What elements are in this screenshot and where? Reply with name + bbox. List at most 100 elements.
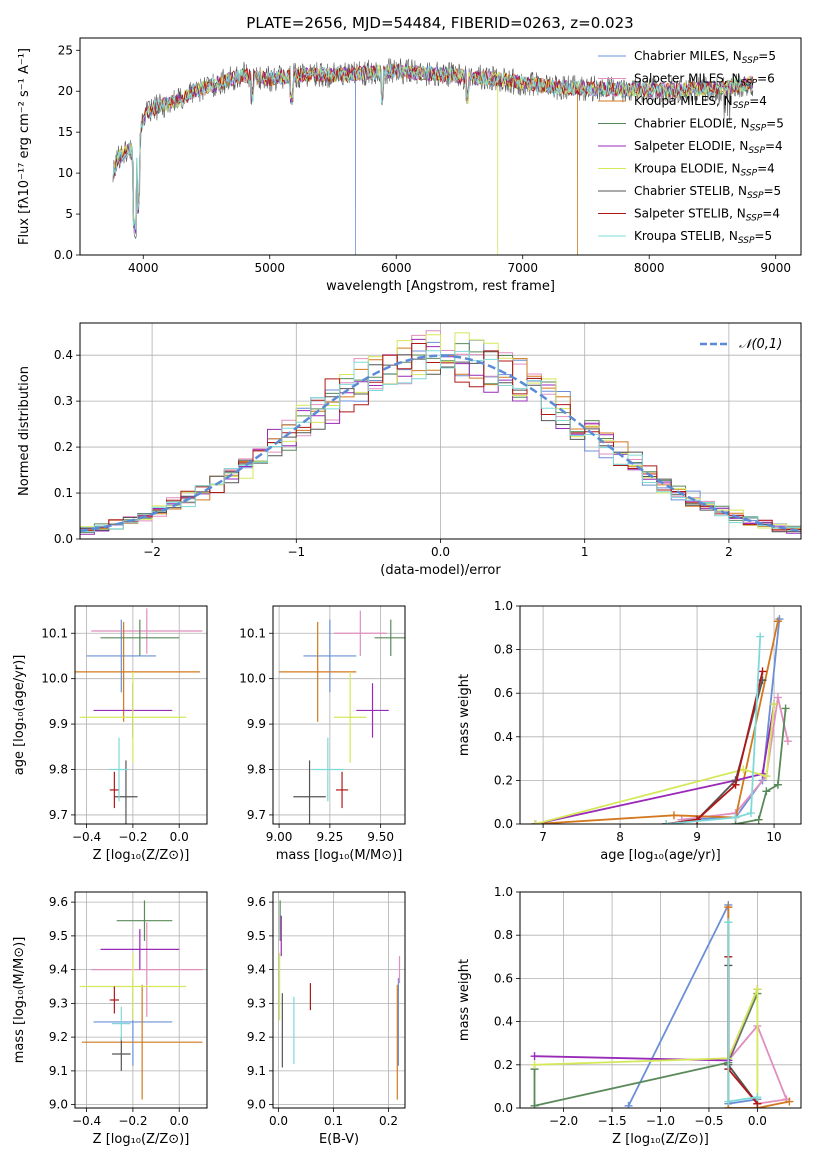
weight_vs_age-panel: 7 8 9 10 0.0 0.2 0.4 0.6 0.8 1.0 age [log₁₀(age/yr…	[457, 599, 802, 863]
normal-reference-curve	[80, 354, 801, 533]
weight-point	[731, 813, 740, 822]
legend-label: Kroupa ELODIE, NSSP=4	[634, 162, 775, 179]
legend-count: =5	[764, 184, 782, 198]
weight-point	[746, 809, 755, 818]
y-tick-label: 0.2	[54, 440, 73, 454]
x-tick-label: −0.2	[118, 830, 147, 844]
axes-frame	[74, 605, 208, 825]
age_vs_Z-plot-area	[75, 608, 203, 824]
y-tick-label: 9.4	[247, 963, 266, 977]
weight-point	[739, 765, 748, 774]
weight-point	[773, 693, 782, 702]
legend-count: =4	[757, 162, 775, 176]
legend-subscript: SSP	[748, 146, 765, 156]
y-tick-label: 9.8	[247, 763, 266, 777]
x-axis-label: Z [log₁₀(Z/Z⊙)]	[93, 1132, 190, 1147]
x-tick-label: 1	[581, 545, 589, 559]
y-axis-label: mass [log₁₀(M/M⊙)]	[12, 937, 27, 1064]
y-tick-label: 0.1	[54, 486, 73, 500]
mass_vs_ebv-plot-area	[279, 900, 401, 1100]
y-tick-label: 10.1	[41, 626, 68, 640]
errorbar-salpeter-miles	[91, 608, 203, 654]
x-tick-label: −0.4	[72, 830, 101, 844]
weight-line-kroupa-elodie	[534, 988, 759, 1104]
x-axis-label: Z [log₁₀(Z/Z⊙)]	[612, 1132, 709, 1147]
age_vs_Z-panel: −0.4 −0.2 0.0 9.7 9.8 9.9 10.0 10.1 Z [log₁₀(Z/Z…	[12, 605, 208, 863]
spectrum-plot-area	[112, 58, 754, 255]
legend-count: =5	[766, 117, 784, 131]
errorbar-chabrier-elodie	[116, 900, 173, 941]
y-axis-label: age [log₁₀(age/yr)]	[12, 655, 27, 776]
y-tick-label: 9.0	[247, 1098, 266, 1112]
weight-point	[662, 820, 671, 824]
y-axis-label: Normed distribution	[17, 366, 32, 496]
y-tick-label: 9.9	[247, 717, 266, 731]
y-tick-label: 5	[65, 207, 73, 221]
axes-frame	[79, 322, 802, 540]
spectrum-panel: 4000 5000 6000 7000 8000 9000 0.0 5 10 15 20 25 wave…	[17, 37, 802, 294]
y-tick-label: 9.9	[49, 717, 68, 731]
legend-label: Kroupa STELIB, NSSP=5	[634, 229, 772, 246]
weight-line-chabrier-miles	[681, 619, 781, 821]
y-tick-label: 0.4	[494, 1015, 513, 1029]
weight-point	[773, 617, 782, 626]
y-tick-label: 0.0	[54, 248, 73, 262]
y-tick-label: 9.0	[49, 1098, 68, 1112]
errorbar-salpeter-stelib	[109, 771, 119, 809]
weight-point	[531, 820, 540, 824]
weight-line-chabrier-elodie	[533, 993, 759, 1107]
y-tick-label: 0.2	[494, 773, 513, 787]
x-tick-label: 7	[539, 830, 547, 844]
errorbar-salpeter-stelib	[335, 771, 349, 809]
weight-point	[762, 772, 771, 781]
errorbar-salpeter-stelib	[109, 986, 119, 1014]
x-axis-label: mass [log₁₀(M/M⊙)]	[276, 848, 403, 863]
legend-label: Chabrier ELODIE, NSSP=5	[634, 117, 784, 134]
x-tick-label: −1	[287, 545, 305, 559]
x-tick-label: −0.5	[694, 1114, 723, 1128]
weight-point	[773, 780, 782, 789]
weight_vs_age-plot-area	[531, 615, 792, 824]
spectrum-line-salpeter-stelib	[112, 63, 754, 228]
legend-count: =4	[765, 139, 783, 153]
legend-subscript: SSP	[741, 169, 758, 179]
y-tick-label: 9.5	[49, 929, 68, 943]
x-tick-label: 9.25	[317, 830, 344, 844]
legend-subscript: SSP	[741, 79, 758, 89]
y-tick-label: 10.1	[239, 626, 266, 640]
axes-frame	[519, 605, 802, 825]
legend-label: Salpeter ELODIE, NSSP=4	[634, 139, 783, 156]
weight_vs_Z-plot-area	[530, 900, 794, 1108]
y-tick-label: 0.0	[494, 817, 513, 831]
errorbar-salpeter-miles	[91, 922, 203, 1017]
x-tick-label: 9	[693, 830, 701, 844]
axes-frame	[272, 605, 406, 825]
y-tick-label: 0.6	[494, 686, 513, 700]
y-tick-label: 25	[58, 43, 73, 57]
y-tick-label: 9.5	[247, 929, 266, 943]
weight-point	[753, 1093, 762, 1102]
weight-line-salpeter-elodie	[535, 703, 775, 824]
y-tick-label: 1.0	[494, 885, 513, 899]
weight-point	[624, 1101, 633, 1108]
errorbar-kroupa-stelib	[109, 737, 129, 802]
legend-label: Salpeter MILES, NSSP=6	[634, 72, 775, 89]
legend-count: =5	[758, 49, 776, 63]
spectrum-line-kroupa-elodie	[112, 64, 753, 255]
axes-frame	[74, 891, 208, 1109]
x-axis-label: age [log₁₀(age/yr)]	[600, 848, 721, 863]
weight-point	[530, 1052, 539, 1061]
x-axis-label: E(B-V)	[319, 1132, 359, 1147]
age_vs_mass-plot-area	[279, 610, 405, 824]
y-tick-label: 1.0	[494, 599, 513, 613]
errorbar-salpeter-elodie	[356, 683, 389, 738]
legend-label: Salpeter STELIB, NSSP=4	[634, 207, 780, 224]
x-tick-label: −2.0	[549, 1114, 578, 1128]
errorbar-chabrier-miles	[86, 619, 157, 693]
errorbar-chabrier-stelib	[293, 760, 326, 824]
y-tick-label: 0.0	[54, 532, 73, 546]
x-tick-label: 8000	[634, 261, 665, 275]
figure-title: PLATE=2656, MJD=54484, FIBERID=0263, z=0…	[246, 14, 633, 32]
